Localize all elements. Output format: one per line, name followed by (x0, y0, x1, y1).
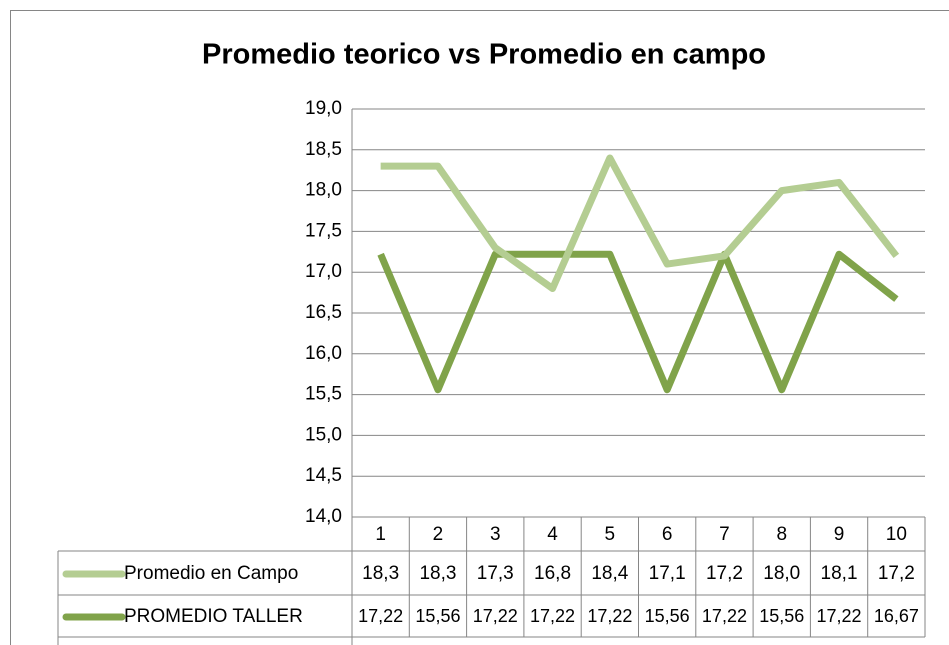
y-tick-label: 17,5 (305, 220, 342, 241)
y-tick-label: 14,0 (305, 506, 342, 527)
legend-label: PROMEDIO TALLER (124, 606, 303, 627)
table-value: 17,22 (587, 606, 632, 626)
y-tick-label: 16,5 (305, 302, 342, 323)
table-value: 15,56 (759, 606, 804, 626)
x-tick-label: 9 (834, 524, 845, 545)
legend-label: Promedio en Campo (124, 563, 298, 584)
table-value: 18,3 (362, 563, 399, 584)
table-value: 15,56 (415, 606, 460, 626)
x-tick-label: 4 (547, 524, 558, 545)
x-tick-label: 10 (886, 524, 907, 545)
table-value: 17,22 (817, 606, 862, 626)
table-value: 17,1 (649, 563, 686, 584)
series-line (380, 154, 900, 293)
table-value: 17,2 (706, 563, 743, 584)
x-tick-label: 2 (433, 524, 444, 545)
y-tick-label: 15,0 (305, 424, 342, 445)
table-value: 16,67 (874, 606, 919, 626)
y-tick-label: 16,0 (305, 343, 342, 364)
y-tick-label: 18,5 (305, 139, 342, 160)
table-value: 16,8 (534, 563, 571, 584)
x-tick-label: 5 (605, 524, 616, 545)
x-tick-label: 7 (719, 524, 730, 545)
table-value: 17,2 (878, 563, 915, 584)
table-value: 18,4 (591, 563, 628, 584)
table-value: 17,22 (702, 606, 747, 626)
table-value: 18,3 (419, 563, 456, 584)
x-tick-label: 3 (490, 524, 501, 545)
x-tick-label: 8 (776, 524, 787, 545)
chart-border (10, 10, 949, 645)
chart-title: Promedio teorico vs Promedio en campo (202, 39, 766, 71)
table-value: 17,22 (530, 606, 575, 626)
table-value: 18,1 (821, 563, 858, 584)
y-tick-label: 19,0 (305, 98, 342, 119)
y-tick-label: 15,5 (305, 384, 342, 405)
table-value: 17,22 (473, 606, 518, 626)
table-value: 17,22 (358, 606, 403, 626)
series-line (377, 250, 899, 394)
y-tick-label: 18,0 (305, 180, 342, 201)
x-tick-label: 1 (375, 524, 386, 545)
table-value: 17,3 (477, 563, 514, 584)
y-tick-label: 17,0 (305, 261, 342, 282)
y-tick-label: 14,5 (305, 465, 342, 486)
table-value: 15,56 (645, 606, 690, 626)
table-value: 18,0 (763, 563, 800, 584)
x-tick-label: 6 (662, 524, 673, 545)
